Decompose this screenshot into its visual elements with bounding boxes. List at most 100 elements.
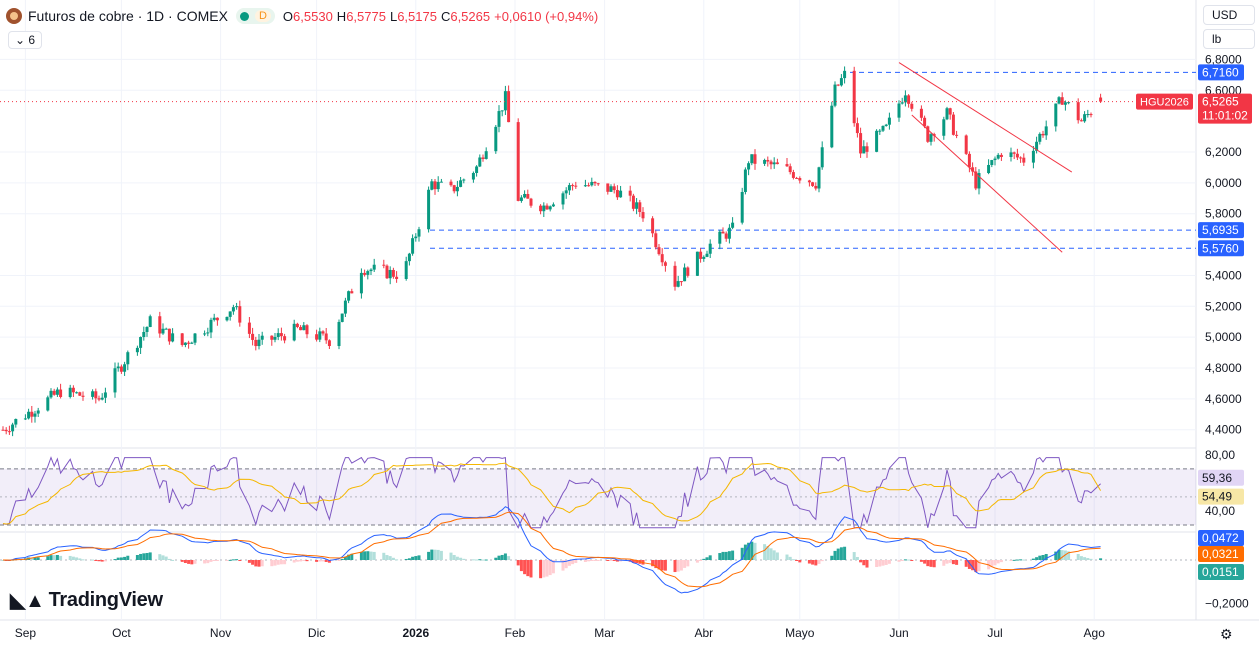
candle: [788, 163, 792, 175]
symbol-tag-bg: [1136, 93, 1193, 110]
candle-body: [295, 323, 299, 327]
candle: [942, 116, 946, 140]
macd-bar: [974, 560, 978, 573]
candle: [123, 361, 127, 376]
level-label: 6,7160: [1202, 65, 1239, 79]
candle: [1009, 147, 1013, 162]
candle-body: [631, 195, 635, 209]
macd-bar: [33, 557, 37, 560]
macd-value-label: 0,0151: [1202, 565, 1239, 579]
macd-bar: [865, 560, 869, 568]
candle: [686, 266, 690, 278]
macd-bar: [727, 551, 731, 560]
candle: [1022, 153, 1026, 166]
candle: [727, 224, 731, 244]
macd-bar: [964, 560, 968, 567]
macd-bar: [158, 554, 162, 560]
candle: [964, 134, 968, 156]
candle-body: [615, 190, 619, 198]
candle: [990, 159, 994, 168]
candle: [843, 66, 847, 84]
indicators-toggle[interactable]: ⌄ 6: [8, 31, 43, 49]
candle: [404, 256, 408, 281]
symbol-title[interactable]: Futuros de cobre · 1D · COMEX: [28, 8, 228, 24]
macd-bar: [919, 560, 923, 562]
macd-bar: [1054, 551, 1058, 560]
candle-body: [452, 185, 456, 192]
candle-body: [964, 135, 968, 154]
time-tick-label: Oct: [112, 626, 131, 640]
candle-body: [1038, 133, 1042, 142]
candle-body: [926, 126, 930, 142]
candle-body: [388, 269, 392, 279]
candle-body: [865, 146, 869, 152]
macd-value-label: 0,0472: [1202, 531, 1239, 545]
level-label: 5,5760: [1202, 241, 1239, 255]
macd-bar: [247, 560, 251, 563]
candle: [702, 255, 706, 262]
candle: [628, 185, 632, 202]
macd-bar: [999, 560, 1003, 563]
macd-bar: [315, 560, 319, 562]
candle-body: [100, 397, 104, 400]
tradingview-mark-icon: ◣▲: [10, 590, 45, 612]
candle: [164, 327, 168, 330]
market-status[interactable]: D: [235, 8, 275, 24]
candle: [209, 317, 213, 339]
candle-body: [36, 410, 40, 414]
settings-gear-icon[interactable]: ⚙: [1220, 626, 1233, 642]
candle: [500, 110, 504, 117]
candle-body: [679, 281, 683, 283]
candle-body: [46, 397, 50, 411]
candle: [324, 327, 328, 344]
candle: [1057, 96, 1061, 105]
unit-selector[interactable]: lb: [1203, 29, 1255, 49]
close-label: C: [440, 8, 451, 24]
trend-line: [911, 114, 1063, 253]
candle: [414, 233, 418, 242]
macd-bar: [439, 550, 443, 560]
candle-body: [542, 205, 546, 212]
macd-bar: [471, 559, 475, 561]
candle: [11, 422, 15, 437]
candle-body: [753, 154, 757, 164]
candle: [436, 176, 440, 192]
candle: [974, 166, 978, 191]
macd-bar: [484, 559, 488, 561]
macd-bar: [94, 560, 98, 561]
macd-bar: [542, 560, 546, 578]
candle: [439, 178, 443, 183]
macd-bar: [139, 553, 143, 560]
candle-body: [574, 185, 578, 187]
candle: [407, 252, 411, 266]
macd-bar: [59, 555, 63, 560]
candle-body: [663, 262, 667, 266]
macd-bar: [884, 560, 888, 565]
candle: [1076, 98, 1080, 124]
candle: [1083, 111, 1087, 123]
macd-bar: [292, 560, 296, 563]
rsi-ma-line: [2, 462, 1102, 525]
candle: [545, 203, 549, 210]
candle: [116, 362, 120, 372]
candle: [343, 297, 347, 318]
macd-bar: [100, 560, 104, 562]
candle-body: [507, 91, 511, 123]
candle-body: [4, 429, 8, 432]
candle: [551, 202, 555, 207]
currency-selector[interactable]: USD: [1203, 5, 1255, 25]
price-tick-label: 4,6000: [1205, 392, 1242, 406]
tradingview-logo[interactable]: ◣▲ TradingView: [10, 588, 163, 613]
candle: [638, 199, 642, 217]
candle-body: [462, 179, 466, 181]
macd-bar: [52, 555, 56, 560]
macd-bar: [273, 560, 277, 566]
candle: [855, 117, 859, 138]
macd-bar: [1031, 558, 1035, 560]
candle: [996, 153, 1000, 160]
candle-body: [1015, 153, 1019, 158]
candle-body: [548, 206, 552, 210]
candle-body: [449, 181, 453, 186]
macd-bar: [529, 560, 533, 578]
